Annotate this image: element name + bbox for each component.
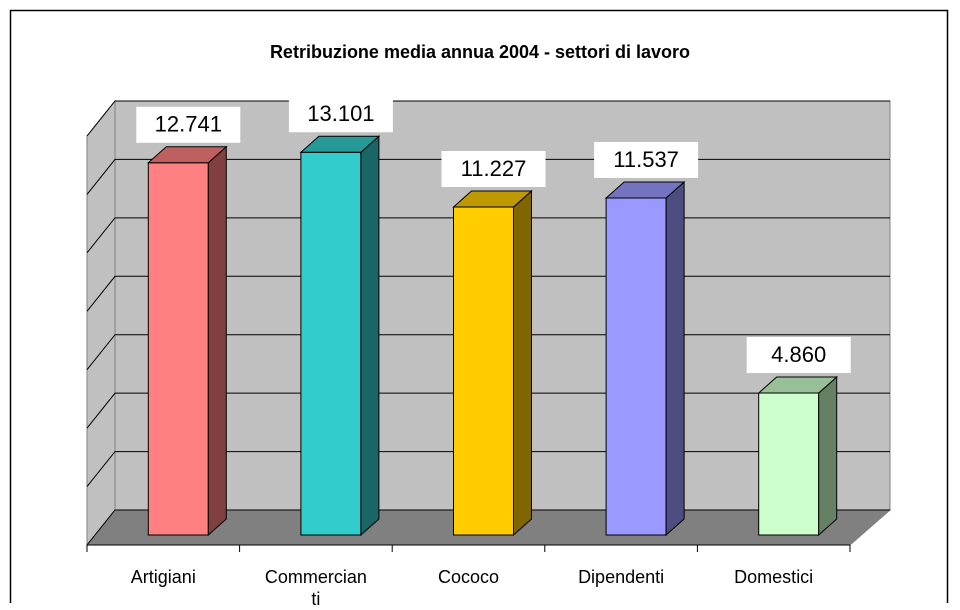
grid-line <box>86 100 890 137</box>
data-label-box <box>288 96 393 133</box>
bar-top <box>146 146 228 164</box>
bar-top <box>452 190 533 208</box>
bar-side <box>513 189 532 537</box>
bar-side <box>207 145 227 537</box>
bar <box>147 162 209 536</box>
bar <box>453 206 514 536</box>
data-label-box <box>136 106 241 143</box>
chart-title: Retribuzione media annua 2004 - settori … <box>270 42 690 62</box>
bar-side <box>360 135 380 537</box>
data-label: 11.537 <box>613 147 679 172</box>
x-tick-label: Artigiani <box>130 567 196 587</box>
data-label: 11.227 <box>461 156 527 181</box>
data-label-box <box>594 141 699 178</box>
bar <box>300 151 362 536</box>
bar-top <box>299 135 381 153</box>
x-tick-label: Domestici <box>734 567 814 587</box>
bar-top <box>757 376 839 394</box>
data-label: 4.860 <box>771 342 826 367</box>
bar-top <box>604 181 686 199</box>
data-label: 12.741 <box>155 112 222 137</box>
data-label: 13.101 <box>307 101 374 126</box>
data-label-box <box>441 151 546 188</box>
bar <box>758 392 820 536</box>
bar-side <box>665 180 685 537</box>
x-tick-label: Commercianti <box>264 567 367 609</box>
bar <box>605 197 667 536</box>
x-tick-label: Dipendenti <box>578 567 665 587</box>
side-wall <box>86 99 116 547</box>
bar-side <box>818 375 838 537</box>
data-label-box <box>746 337 851 374</box>
x-tick-label: Cococo <box>437 567 500 587</box>
